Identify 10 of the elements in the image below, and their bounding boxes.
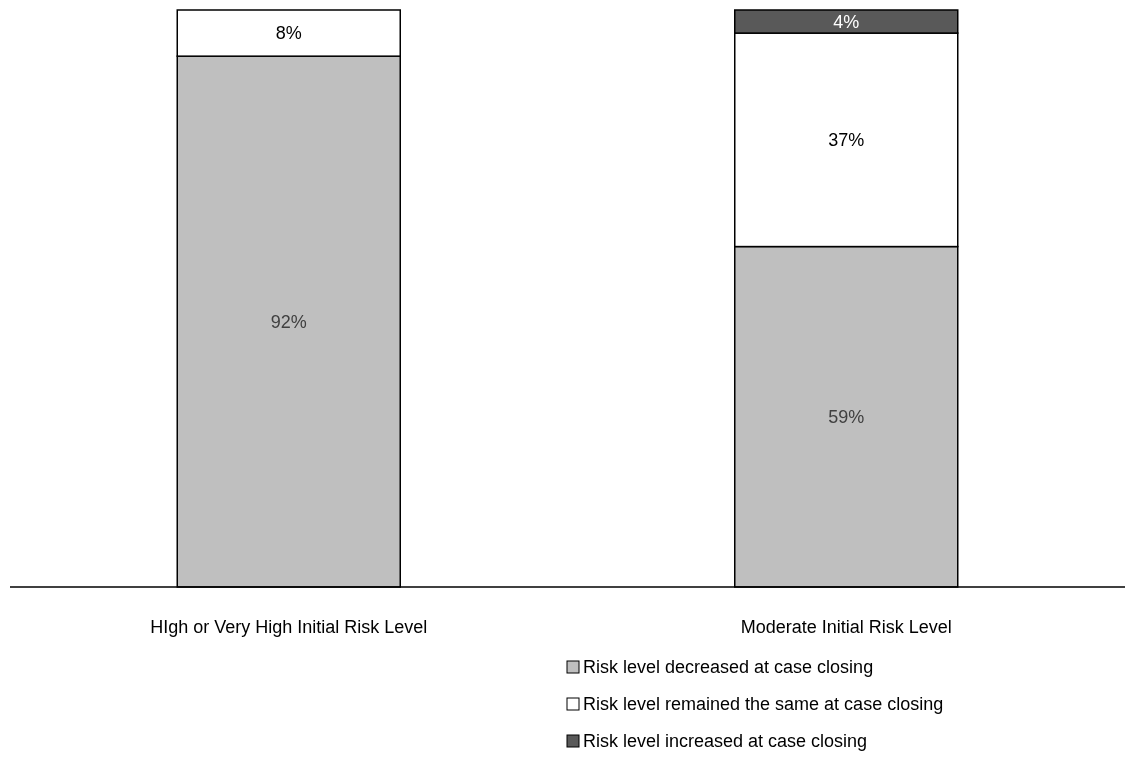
legend-label: Risk level decreased at case closing [583,657,874,678]
legend-label: Risk level increased at case closing [583,731,868,752]
data-label: 8% [275,23,302,44]
data-label: 37% [828,130,865,151]
x-tick-label: HIgh or Very High Initial Risk Level [150,617,428,638]
data-label: 4% [833,11,860,32]
x-tick-label: Moderate Initial Risk Level [740,617,952,638]
data-label: 92% [270,311,307,332]
legend-label: Risk level remained the same at case closing [583,694,944,715]
data-label: 59% [828,407,865,428]
